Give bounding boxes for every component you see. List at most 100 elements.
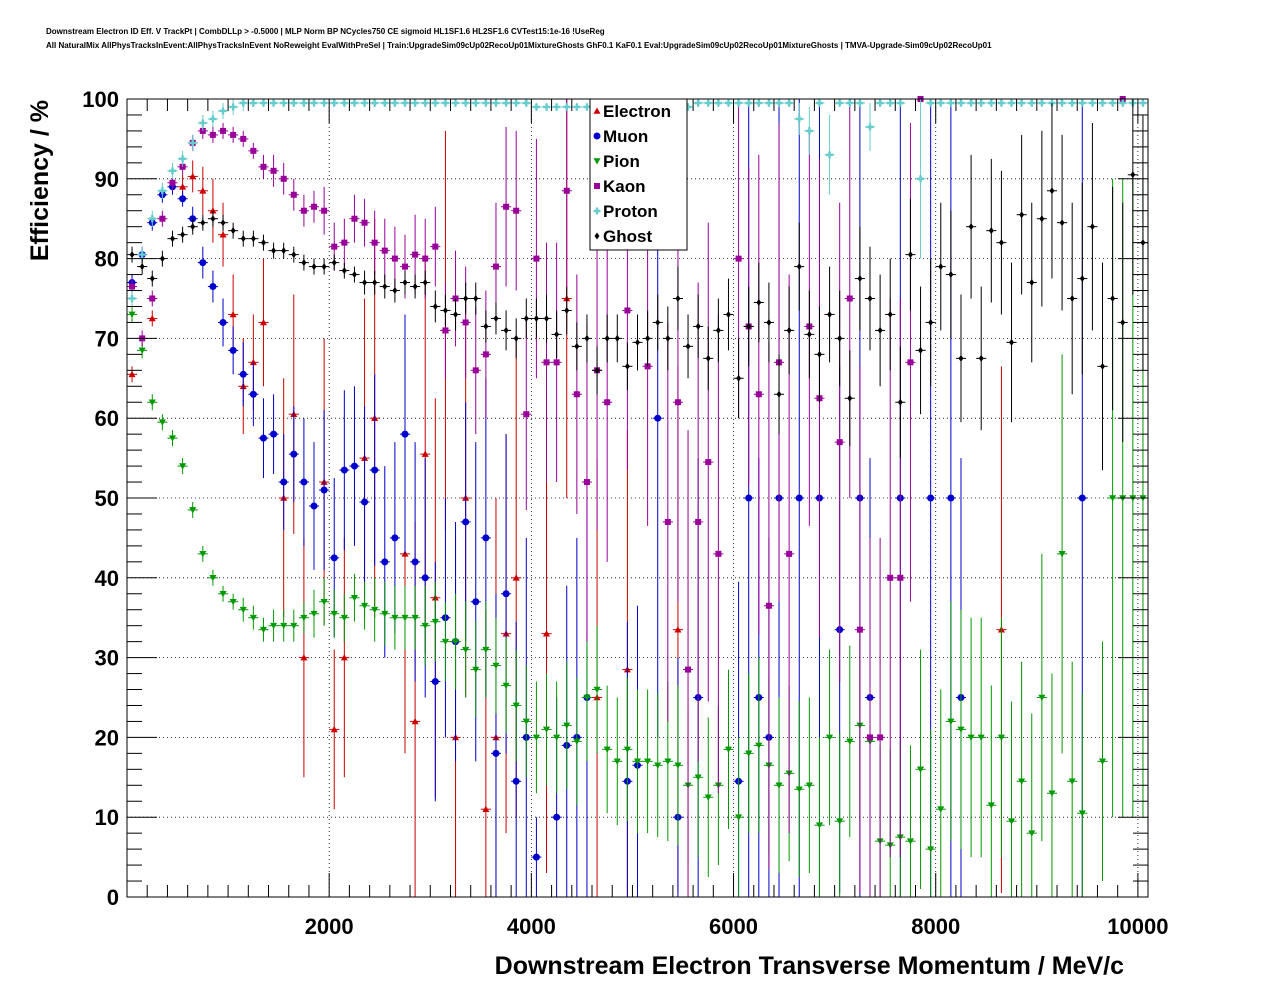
data-point bbox=[705, 354, 711, 362]
data-point bbox=[210, 215, 216, 223]
data-point bbox=[624, 362, 630, 370]
data-point bbox=[795, 115, 803, 123]
data-point bbox=[746, 322, 752, 330]
data-point bbox=[795, 786, 803, 793]
data-point bbox=[290, 191, 297, 198]
legend-label-muon: Muon bbox=[603, 127, 648, 146]
data-point bbox=[1099, 758, 1107, 765]
data-point bbox=[1079, 275, 1085, 283]
legend-marker-ghost bbox=[594, 232, 600, 240]
data-point bbox=[635, 338, 640, 346]
data-point bbox=[1109, 99, 1117, 107]
data-point bbox=[836, 439, 843, 446]
data-point bbox=[290, 622, 298, 630]
data-point bbox=[1119, 99, 1127, 107]
data-point bbox=[857, 275, 863, 283]
data-point bbox=[997, 99, 1005, 107]
data-point bbox=[918, 346, 923, 354]
y-tick-label: 70 bbox=[95, 326, 119, 351]
data-point bbox=[240, 235, 246, 243]
data-point bbox=[1008, 99, 1016, 107]
data-point bbox=[330, 725, 338, 733]
data-point bbox=[532, 103, 540, 111]
x-axis-title: Downstream Electron Transverse Momentum … bbox=[495, 952, 1124, 980]
data-point bbox=[492, 662, 500, 670]
data-point bbox=[513, 207, 520, 214]
data-point bbox=[846, 99, 854, 107]
data-point bbox=[421, 450, 429, 457]
data-point bbox=[189, 507, 197, 514]
data-point bbox=[563, 103, 571, 111]
data-point bbox=[259, 626, 267, 634]
data-point bbox=[431, 618, 439, 626]
data-point bbox=[645, 334, 651, 342]
data-point bbox=[1078, 494, 1086, 502]
header-line-2: All NaturalMix AllPhysTracksInEvent:AllP… bbox=[46, 41, 992, 50]
legend-marker-electron bbox=[593, 107, 601, 114]
data-point bbox=[665, 334, 671, 342]
data-point bbox=[583, 103, 591, 111]
data-point bbox=[886, 99, 894, 107]
data-point bbox=[230, 131, 237, 138]
data-point bbox=[654, 762, 662, 769]
data-point bbox=[331, 243, 338, 250]
data-point bbox=[543, 103, 551, 111]
data-point bbox=[362, 279, 368, 287]
data-point bbox=[827, 310, 833, 318]
data-point bbox=[209, 115, 217, 123]
data-point bbox=[1109, 495, 1117, 502]
x-tick-label: 6000 bbox=[709, 914, 758, 939]
data-point bbox=[350, 99, 358, 107]
data-point bbox=[1078, 810, 1086, 817]
legend-label-pion: Pion bbox=[603, 152, 640, 171]
data-point bbox=[502, 682, 510, 690]
data-point bbox=[745, 750, 753, 757]
data-point bbox=[724, 746, 732, 753]
data-point bbox=[219, 231, 227, 238]
data-point bbox=[512, 702, 520, 709]
data-point bbox=[1099, 99, 1107, 107]
data-point bbox=[371, 466, 379, 474]
data-point bbox=[381, 99, 389, 107]
data-point bbox=[452, 99, 460, 107]
data-point bbox=[472, 598, 480, 606]
data-point bbox=[290, 450, 298, 458]
data-point bbox=[513, 334, 519, 342]
data-point bbox=[280, 478, 288, 486]
data-point bbox=[503, 203, 510, 210]
data-point bbox=[736, 374, 742, 382]
data-point bbox=[1008, 818, 1016, 825]
legend-label-proton: Proton bbox=[603, 202, 658, 221]
data-point bbox=[352, 271, 357, 279]
data-point bbox=[522, 718, 530, 725]
data-point bbox=[482, 351, 489, 358]
data-point bbox=[1068, 99, 1076, 107]
data-point bbox=[179, 155, 187, 163]
data-point bbox=[563, 722, 571, 729]
data-point bbox=[1038, 694, 1046, 701]
data-point bbox=[503, 326, 509, 334]
data-point bbox=[482, 99, 490, 107]
data-point bbox=[846, 738, 854, 745]
grid-layer bbox=[127, 99, 1148, 897]
data-point bbox=[948, 271, 954, 279]
data-point bbox=[1059, 219, 1065, 227]
data-point bbox=[209, 283, 217, 291]
data-point bbox=[219, 107, 227, 115]
data-point bbox=[957, 99, 965, 107]
data-point bbox=[705, 459, 712, 466]
data-point bbox=[553, 734, 561, 741]
data-point bbox=[179, 463, 187, 470]
data-point bbox=[483, 322, 489, 330]
data-point bbox=[543, 359, 550, 366]
data-point bbox=[837, 334, 843, 342]
data-point bbox=[168, 167, 176, 175]
legend-box bbox=[589, 98, 688, 251]
data-point bbox=[391, 255, 398, 262]
legend-label-electron: Electron bbox=[603, 102, 671, 121]
data-point bbox=[907, 251, 913, 259]
data-point bbox=[817, 350, 822, 358]
data-point bbox=[1139, 99, 1147, 107]
data-point bbox=[745, 494, 753, 502]
data-point bbox=[129, 283, 136, 290]
